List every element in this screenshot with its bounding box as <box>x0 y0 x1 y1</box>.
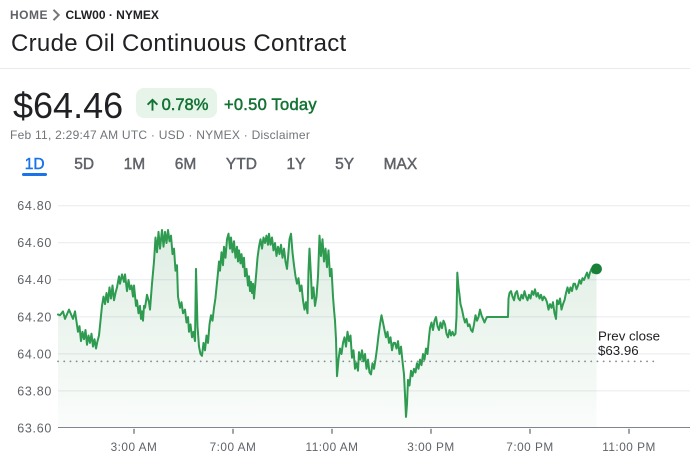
svg-text:63.80: 63.80 <box>17 384 52 398</box>
svg-text:3:00 AM: 3:00 AM <box>111 440 158 454</box>
svg-text:7:00 PM: 7:00 PM <box>506 440 553 454</box>
svg-text:11:00 AM: 11:00 AM <box>306 440 359 454</box>
svg-text:64.20: 64.20 <box>17 310 52 324</box>
svg-text:$63.96: $63.96 <box>598 343 639 358</box>
svg-text:63.60: 63.60 <box>17 421 52 435</box>
svg-text:7:00 AM: 7:00 AM <box>210 440 257 454</box>
svg-text:64.60: 64.60 <box>17 236 52 250</box>
svg-text:64.00: 64.00 <box>17 347 52 361</box>
svg-text:64.40: 64.40 <box>17 273 52 287</box>
svg-text:64.80: 64.80 <box>17 199 52 213</box>
svg-text:3:00 PM: 3:00 PM <box>407 440 454 454</box>
svg-text:Prev close: Prev close <box>598 329 660 344</box>
svg-text:11:00 PM: 11:00 PM <box>602 440 656 454</box>
